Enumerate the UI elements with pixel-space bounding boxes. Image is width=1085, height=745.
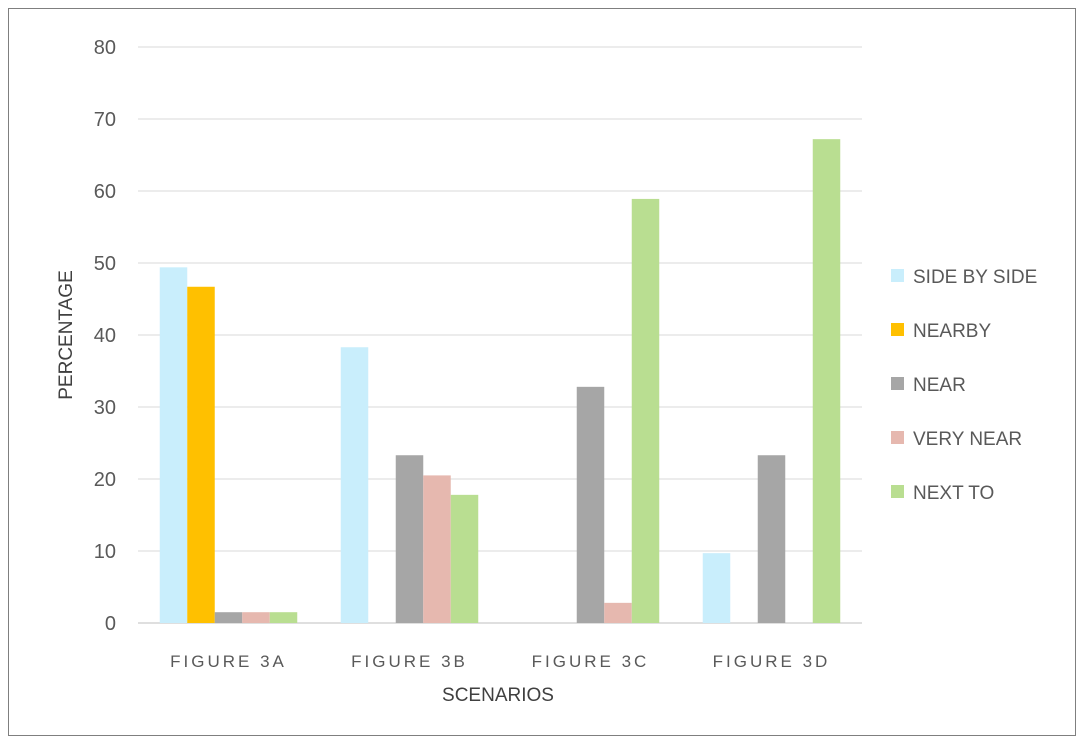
y-tick-label: 40 xyxy=(94,325,116,347)
y-tick-label: 80 xyxy=(94,37,116,59)
y-tick-label: 30 xyxy=(94,397,116,419)
bar xyxy=(340,347,369,623)
bar xyxy=(269,612,298,623)
y-tick-label: 60 xyxy=(94,181,116,203)
bar xyxy=(812,139,841,623)
legend: SIDE BY SIDE NEARBY NEAR VERY NEAR NEXT TO xyxy=(891,267,1037,504)
bar xyxy=(214,612,243,623)
bar xyxy=(450,494,479,623)
legend-swatch xyxy=(891,431,904,444)
bar xyxy=(242,612,270,623)
x-tick-label: FIGURE 3A xyxy=(170,652,287,671)
y-tick-label: 0 xyxy=(105,613,116,635)
x-axis-ticks: FIGURE 3A FIGURE 3B FIGURE 3C FIGURE 3D xyxy=(170,652,831,671)
x-tick-label: FIGURE 3D xyxy=(713,652,831,671)
bar xyxy=(757,455,786,623)
y-tick-label: 70 xyxy=(94,109,116,131)
gridlines xyxy=(138,46,862,624)
bar xyxy=(576,386,605,623)
x-tick-label: FIGURE 3C xyxy=(532,652,650,671)
bar xyxy=(631,198,660,624)
y-axis-title: PERCENTAGE xyxy=(56,270,77,400)
x-tick-label: FIGURE 3B xyxy=(351,652,468,671)
legend-swatch xyxy=(891,269,904,282)
y-tick-label: 20 xyxy=(94,469,116,491)
legend-label: VERY NEAR xyxy=(913,429,1022,450)
legend-swatch xyxy=(891,323,904,336)
y-tick-label: 50 xyxy=(94,253,116,275)
legend-swatch xyxy=(891,485,904,498)
y-axis-ticks: 0 10 20 30 40 50 60 70 80 xyxy=(94,37,116,635)
x-axis-title: SCENARIOS xyxy=(442,685,554,706)
bar xyxy=(187,286,215,623)
bars xyxy=(159,139,841,624)
y-tick-label: 10 xyxy=(94,541,116,563)
bar xyxy=(395,455,424,623)
bar xyxy=(702,553,731,623)
legend-label: NEAR xyxy=(913,375,966,396)
legend-label: NEXT TO xyxy=(913,483,994,504)
bar xyxy=(604,602,632,623)
bar xyxy=(423,475,451,623)
bar xyxy=(159,267,188,623)
legend-label: SIDE BY SIDE xyxy=(913,267,1037,288)
legend-swatch xyxy=(891,377,904,390)
legend-label: NEARBY xyxy=(913,321,991,342)
